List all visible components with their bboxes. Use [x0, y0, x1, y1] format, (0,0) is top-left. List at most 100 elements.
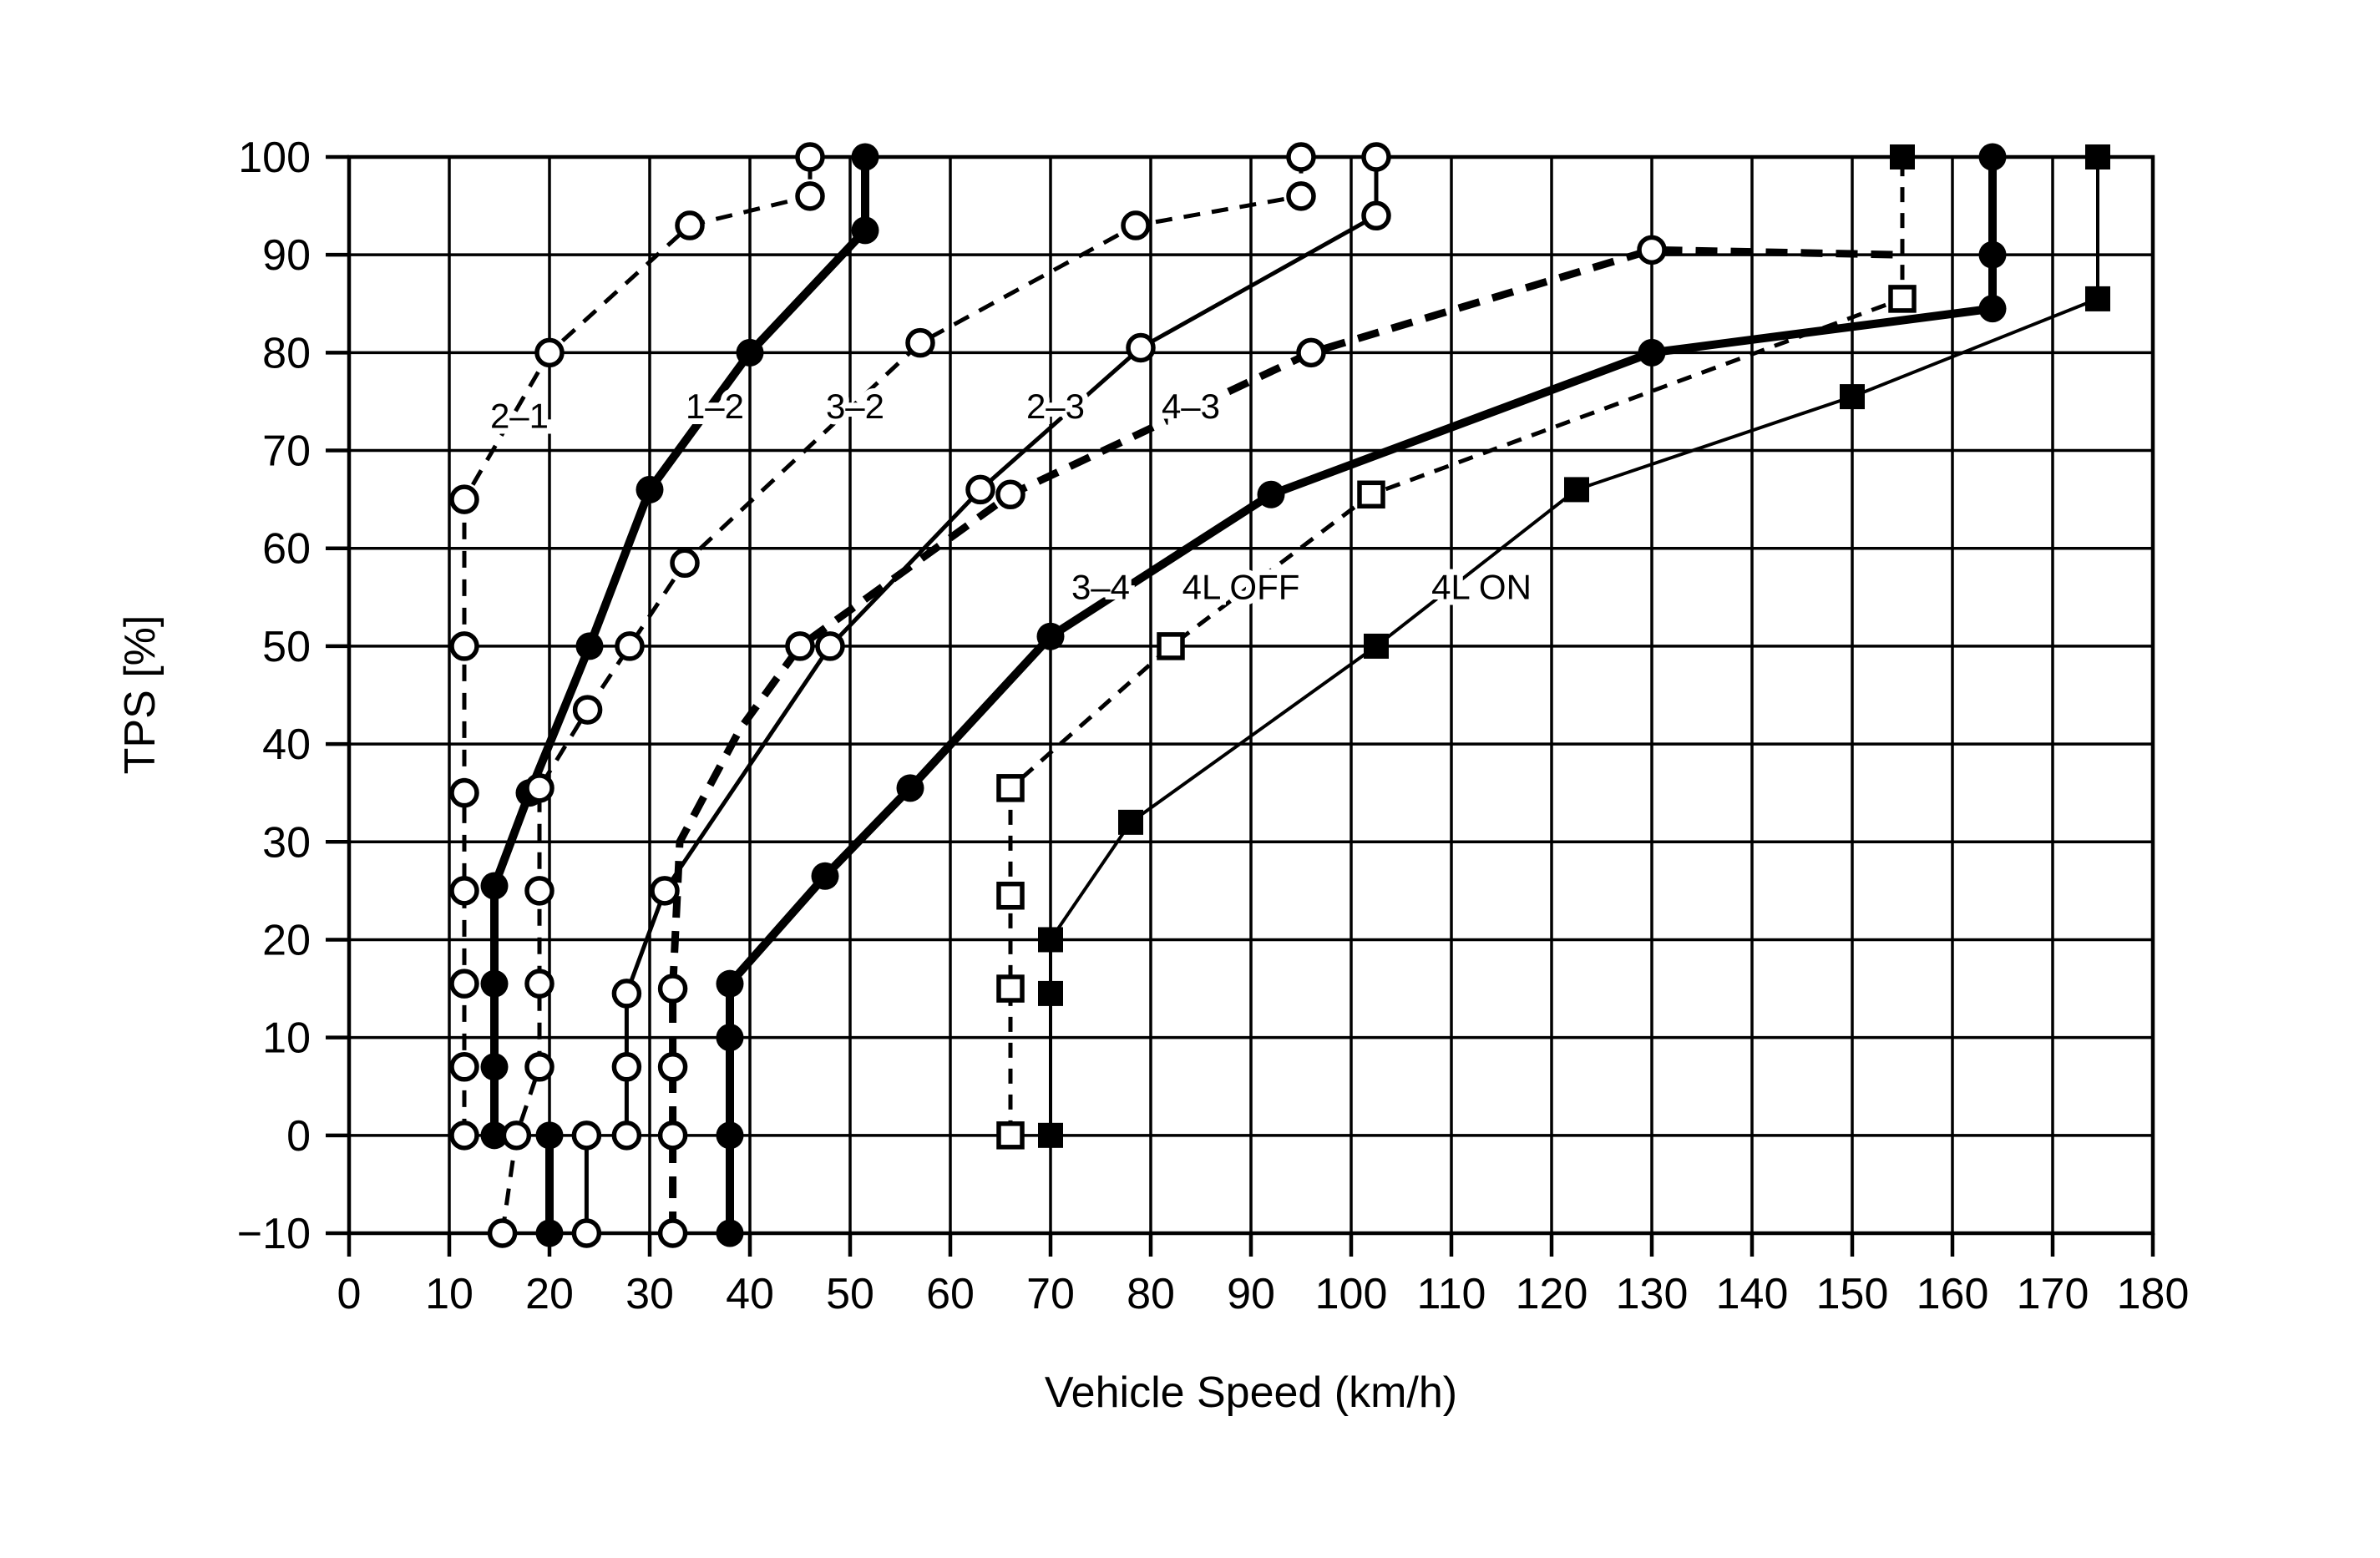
x-axis-title: Vehicle Speed (km/h) — [1044, 1368, 1458, 1417]
marker-3-4-upshift — [811, 862, 839, 890]
marker-1-2-upshift — [575, 632, 604, 660]
marker-4l-on — [1038, 1122, 1063, 1148]
x-tick-label: 150 — [1816, 1270, 1889, 1318]
marker-1-2-upshift — [636, 475, 664, 503]
y-tick-label: 10 — [262, 1014, 311, 1063]
y-tick-label: 90 — [262, 231, 311, 280]
marker-2-1-downshift — [449, 969, 479, 999]
marker-4l-on — [1364, 633, 1389, 659]
curve-label: 2–3 — [1026, 387, 1085, 426]
y-tick-label: −10 — [237, 1210, 311, 1258]
y-tick-label: 20 — [262, 916, 311, 964]
marker-3-2-downshift — [1286, 181, 1316, 211]
marker-2-3-upshift — [1361, 200, 1391, 231]
x-tick-label: 110 — [1417, 1270, 1486, 1318]
marker-3-4-upshift — [1036, 622, 1065, 650]
marker-4l-off — [1157, 632, 1185, 660]
marker-3-4-upshift — [716, 969, 744, 998]
marker-2-1-downshift — [449, 1052, 479, 1082]
marker-3-2-downshift — [572, 695, 603, 725]
marker-4l-off — [996, 774, 1025, 802]
curve-label: 4–3 — [1162, 387, 1220, 426]
marker-4-3-downshift — [1637, 235, 1667, 266]
marker-2-1-downshift — [795, 142, 825, 172]
x-tick-label: 80 — [1127, 1270, 1175, 1318]
marker-3-4-upshift — [716, 1219, 744, 1247]
curve-label: 1–2 — [686, 387, 744, 426]
marker-3-2-downshift — [905, 327, 935, 358]
marker-4l-off — [1888, 285, 1917, 313]
x-tick-label: 60 — [926, 1270, 975, 1318]
y-tick-label: 70 — [262, 427, 311, 476]
marker-4-3-downshift — [657, 1120, 688, 1151]
marker-3-4-upshift — [896, 774, 924, 802]
marker-4l-off — [996, 1121, 1025, 1150]
x-tick-label: 70 — [1026, 1270, 1075, 1318]
y-tick-label: 50 — [262, 623, 311, 671]
marker-1-2-upshift — [851, 143, 879, 171]
marker-3-4-upshift — [1978, 143, 2007, 171]
marker-2-3-upshift — [650, 876, 680, 906]
x-tick-label: 50 — [826, 1270, 874, 1318]
marker-3-4-upshift — [1257, 480, 1285, 508]
x-tick-label: 120 — [1516, 1270, 1588, 1318]
marker-3-2-downshift — [487, 1218, 518, 1248]
marker-4l-on — [1840, 384, 1865, 410]
marker-3-4-upshift — [1638, 338, 1666, 367]
marker-4l-on — [1564, 477, 1589, 503]
marker-3-4-upshift — [716, 1121, 744, 1150]
marker-3-2-downshift — [524, 1052, 554, 1082]
marker-1-2-upshift — [480, 969, 509, 998]
curve-label: 4L ON — [1431, 568, 1532, 607]
x-tick-label: 90 — [1227, 1270, 1275, 1318]
series-line-3-4-upshift — [726, 157, 1997, 1233]
y-tick-label: 80 — [262, 329, 311, 377]
marker-2-1-downshift — [449, 631, 479, 661]
x-tick-label: 100 — [1315, 1270, 1388, 1318]
marker-2-1-downshift — [534, 337, 565, 368]
curve-label: 3–4 — [1071, 568, 1130, 607]
marker-4l-on — [1118, 809, 1143, 835]
marker-3-4-upshift — [1978, 295, 2007, 323]
x-tick-label: 0 — [337, 1270, 362, 1318]
y-tick-label: 0 — [286, 1112, 311, 1161]
marker-1-2-upshift — [535, 1121, 564, 1150]
series-line-4-3-downshift — [669, 245, 1903, 1233]
y-axis-title: TPS [%] — [116, 615, 165, 775]
marker-2-1-downshift — [449, 1120, 479, 1151]
y-tick-label: 100 — [238, 134, 311, 182]
x-tick-label: 160 — [1917, 1270, 1989, 1318]
marker-3-2-downshift — [615, 631, 645, 661]
marker-4-3-downshift — [657, 974, 688, 1004]
y-tick-label: 40 — [262, 721, 311, 769]
marker-4l-on — [2085, 144, 2110, 169]
marker-3-2-downshift — [524, 969, 554, 999]
marker-3-2-downshift — [670, 548, 700, 579]
marker-2-3-upshift — [1126, 332, 1156, 363]
x-tick-label: 170 — [2017, 1270, 2089, 1318]
y-tick-label: 60 — [262, 525, 311, 574]
marker-4l-on — [1038, 927, 1063, 953]
marker-2-3-upshift — [1361, 142, 1391, 172]
marker-3-2-downshift — [524, 876, 554, 906]
marker-2-1-downshift — [449, 876, 479, 906]
curve-label: 3–2 — [826, 387, 884, 426]
marker-3-2-downshift — [501, 1120, 532, 1151]
marker-4l-on — [2085, 286, 2110, 311]
marker-3-4-upshift — [1978, 240, 2007, 269]
x-tick-label: 40 — [726, 1270, 774, 1318]
marker-4-3-downshift — [785, 631, 815, 661]
marker-3-2-downshift — [1286, 142, 1316, 172]
marker-4l-on — [1038, 980, 1063, 1006]
marker-2-1-downshift — [795, 181, 825, 211]
marker-2-3-upshift — [611, 979, 642, 1009]
series-line-4l-off — [1008, 157, 1905, 1136]
marker-4-3-downshift — [657, 1218, 688, 1248]
marker-1-2-upshift — [480, 1053, 509, 1081]
y-tick-label: 30 — [262, 818, 311, 867]
marker-4l-off — [1357, 480, 1385, 509]
marker-4-3-downshift — [657, 1052, 688, 1082]
marker-4-3-downshift — [1296, 337, 1326, 368]
